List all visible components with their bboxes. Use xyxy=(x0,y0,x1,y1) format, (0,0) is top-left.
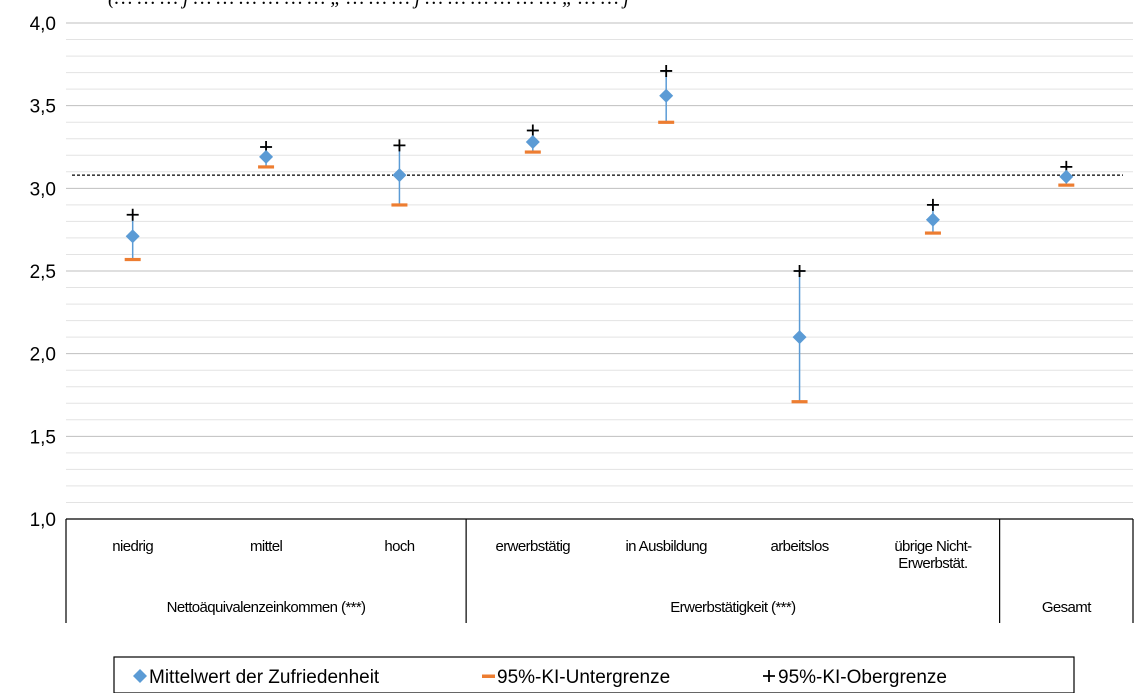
y-tick-label: 4,0 xyxy=(30,14,56,35)
category-table: Nettoäquivalenzeinkommen (***) Erwerbstät… xyxy=(65,518,1134,623)
legend-mean-marker xyxy=(133,669,147,683)
category-label: Erwerbstät. xyxy=(898,555,967,572)
mean-marker xyxy=(792,330,807,345)
category-label: niedrig xyxy=(112,538,153,555)
y-axis: 1,0 1,5 2,0 2,5 3,0 3,5 4,0 xyxy=(30,14,56,531)
category-label: hoch xyxy=(384,538,414,555)
mean-marker xyxy=(925,212,940,227)
legend: Mittelwert der Zufriedenheit 95%-KI-Unter… xyxy=(113,656,1075,693)
mean-marker xyxy=(1059,169,1074,184)
legend-box xyxy=(113,656,1075,693)
upper-bound-marker xyxy=(926,198,939,211)
grid xyxy=(66,22,1133,503)
data-marks xyxy=(124,64,1075,404)
mean-marker xyxy=(659,88,674,103)
clipped-top-text: (… … … j … … … … … … „ … … … j … … … … …… xyxy=(108,0,630,9)
mean-marker xyxy=(125,229,140,244)
lower-bound-marker xyxy=(124,257,141,262)
lower-bound-marker xyxy=(524,150,541,154)
y-tick-label: 3,0 xyxy=(30,179,56,200)
upper-bound-marker xyxy=(393,139,406,152)
group-label: Gesamt xyxy=(1042,599,1092,616)
upper-bound-marker xyxy=(126,208,139,221)
mean-marker xyxy=(525,135,540,150)
lower-bound-marker xyxy=(924,231,941,235)
group-label: Nettoäquivalenzeinkommen (***) xyxy=(167,599,366,616)
upper-bound-marker xyxy=(660,64,673,77)
category-label: in Ausbildung xyxy=(625,538,707,555)
lower-bound-marker xyxy=(658,120,675,124)
legend-entry: 95%-KI-Untergrenze xyxy=(497,667,670,688)
lower-bound-marker xyxy=(1058,183,1075,187)
group-label: Erwerbstätigkeit (***) xyxy=(670,599,796,616)
mean-marker xyxy=(259,149,274,164)
y-tick-label: 2,0 xyxy=(30,345,56,366)
category-label: übrige Nicht- xyxy=(894,538,972,555)
lower-bound-marker xyxy=(258,165,275,169)
legend-entry: 95%-KI-Obergrenze xyxy=(778,667,947,688)
y-tick-label: 1,0 xyxy=(30,510,56,531)
lower-bound-marker xyxy=(391,203,408,207)
upper-bound-marker xyxy=(793,265,806,277)
y-tick-label: 2,5 xyxy=(30,262,56,283)
category-label: erwerbstätig xyxy=(496,538,571,555)
category-label: arbeitslos xyxy=(770,538,828,555)
y-tick-label: 1,5 xyxy=(30,427,56,448)
y-tick-label: 3,5 xyxy=(30,97,56,118)
legend-entry: Mittelwert der Zufriedenheit xyxy=(149,667,380,688)
upper-bound-marker xyxy=(526,124,539,137)
lower-bound-marker xyxy=(791,400,808,404)
category-label: mittel xyxy=(250,538,283,555)
mean-marker xyxy=(392,168,407,183)
legend-lower-marker xyxy=(482,674,495,678)
legend-upper-marker xyxy=(763,670,775,682)
